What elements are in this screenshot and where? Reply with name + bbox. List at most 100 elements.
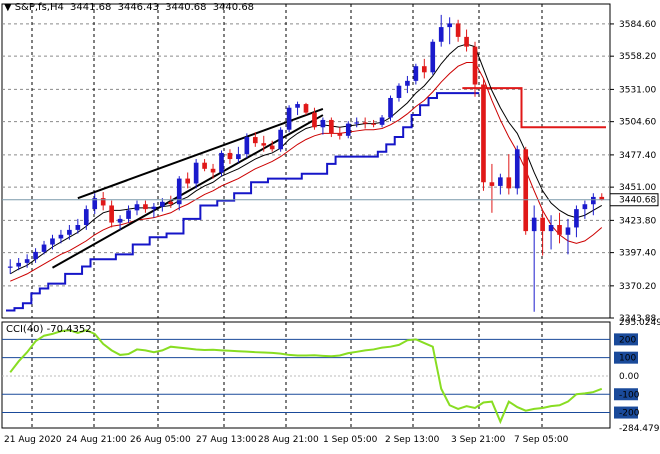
candle-body	[371, 123, 376, 125]
price-tick-label: 3423.80	[619, 216, 656, 226]
price-tick-label: 3584.60	[619, 20, 656, 30]
candle-body	[557, 225, 562, 235]
candle-body	[354, 122, 360, 124]
cci-tick-label: 100	[619, 354, 636, 364]
cci-tick-label: 295.0249	[619, 318, 660, 328]
open-value: 3441.68	[70, 2, 112, 13]
candle-body	[227, 152, 233, 160]
symbol-label: S&P,fs,H4	[14, 2, 64, 13]
cci-tick-label: -100	[619, 390, 640, 400]
time-tick-label: 26 Aug 05:00	[130, 435, 191, 445]
ma-fast-line	[9, 43, 603, 275]
price-tick-label: 3370.20	[619, 282, 656, 292]
candle-body	[421, 66, 427, 73]
cci-tick-label: 200	[619, 335, 636, 345]
candle-body	[236, 154, 241, 160]
candle-body	[58, 234, 64, 239]
candle-body	[134, 204, 140, 211]
cci-level-box	[614, 351, 638, 364]
time-tick-label: 7 Sep 05:00	[514, 435, 569, 445]
candle-body	[193, 162, 199, 184]
candle-body	[7, 266, 13, 268]
price-tick-label: 3397.40	[619, 249, 656, 259]
candle-body	[295, 104, 300, 108]
candle-body	[16, 262, 21, 267]
candle-body	[202, 162, 207, 169]
cci-level-box	[614, 388, 638, 401]
candle-body	[312, 112, 317, 128]
candle-body	[591, 196, 596, 205]
candle-body	[109, 205, 114, 223]
trendline[interactable]	[77, 108, 324, 200]
candle-body	[151, 206, 157, 210]
candle-body	[143, 204, 148, 210]
candle-body	[185, 178, 191, 184]
candle-body	[41, 244, 47, 252]
chart-header: ▼ S&P,fs,H4 3441.68 3446.43 3440.68 3440.…	[4, 2, 257, 13]
candle-body	[548, 225, 554, 232]
time-tick-label: 1 Sep 05:00	[323, 435, 378, 445]
cci-tick-label: -200	[619, 409, 640, 419]
time-tick-label: 28 Aug 21:00	[258, 435, 319, 445]
candle-body	[582, 204, 588, 210]
time-tick-label: 27 Aug 13:00	[196, 435, 257, 445]
cci-line	[9, 329, 603, 425]
candle-body	[379, 117, 385, 125]
candle-body	[405, 80, 410, 86]
candle-body	[531, 217, 537, 232]
candle-body	[176, 178, 182, 205]
candle-body	[168, 201, 174, 205]
candle-body	[67, 229, 72, 235]
candle-body	[514, 149, 520, 189]
candle-body	[50, 238, 55, 245]
menu-triangle-icon[interactable]: ▼	[4, 2, 12, 13]
candle-body	[303, 104, 309, 113]
candle-body	[574, 209, 579, 228]
candle-body	[24, 259, 30, 263]
candle-body	[83, 209, 89, 226]
cci-level-box	[614, 333, 638, 346]
candle-body	[252, 137, 258, 144]
cci-level-box	[614, 406, 638, 419]
cci-name: CCI(40)	[6, 324, 44, 335]
price-tick-label: 3531.00	[619, 85, 656, 95]
candle-body	[210, 168, 216, 173]
candle-body	[599, 196, 605, 200]
candle-body	[278, 129, 283, 150]
candle-body	[126, 210, 131, 219]
channel-band-line	[6, 92, 480, 312]
candle-body	[438, 27, 444, 42]
candle-body	[464, 36, 469, 47]
candle-body	[329, 119, 334, 134]
time-tick-label: 24 Aug 21:00	[66, 435, 127, 445]
candle-body	[286, 107, 292, 130]
candle-body	[472, 46, 478, 85]
candle-body	[261, 143, 267, 146]
time-tick-label: 21 Aug 2020	[4, 435, 62, 445]
candle-body	[388, 97, 393, 118]
candle-body	[396, 85, 402, 98]
candle-body	[160, 201, 165, 207]
price-tick-label: 3504.60	[619, 118, 656, 128]
cci-header: CCI(40) -70.4352	[6, 324, 92, 335]
candle-body	[320, 119, 326, 128]
candle-body	[100, 198, 106, 206]
main-plot-frame	[1, 3, 611, 319]
candle-body	[540, 217, 545, 232]
candle-body	[337, 133, 343, 136]
candle-body	[489, 182, 495, 186]
candle-body	[413, 66, 419, 81]
candle-body	[117, 218, 123, 223]
time-tick-label: 2 Sep 13:00	[385, 435, 440, 445]
time-tick-label: 3 Sep 21:00	[451, 435, 506, 445]
high-value: 3446.43	[117, 2, 159, 13]
candle-body	[269, 145, 275, 150]
price-tick-label: 3451.00	[619, 183, 656, 193]
close-value: 3440.68	[212, 2, 255, 13]
candle-body	[455, 23, 461, 37]
candle-body	[33, 251, 38, 260]
trendline[interactable]	[51, 114, 324, 269]
candle-body	[481, 84, 486, 183]
